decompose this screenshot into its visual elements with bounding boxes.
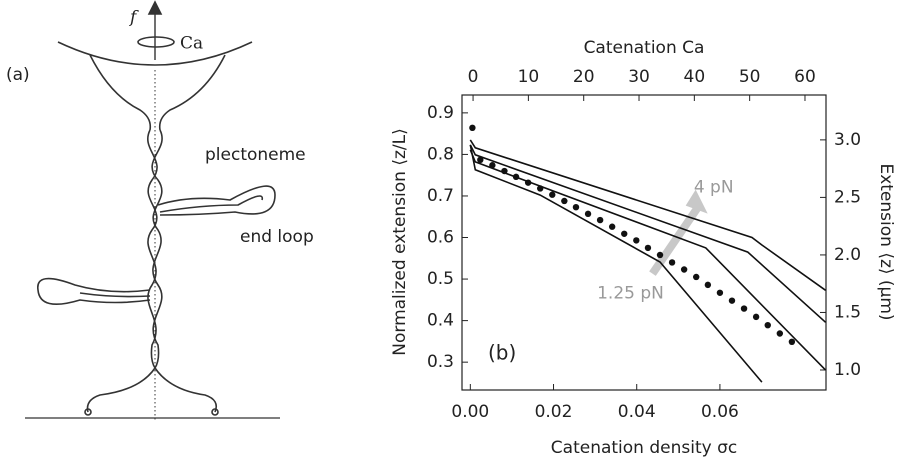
y2-axis-label: Extension ⟨z⟩ (μm) [876,163,896,320]
data-point [668,259,676,266]
annotation: 4 pN [694,178,734,198]
data-point [572,203,580,211]
x-axis-label: Catenation density σc [551,438,737,458]
annotation: end loop [240,227,314,247]
data-point [477,156,484,164]
data-line [469,144,827,323]
data-line [469,144,763,383]
y2-tick-label: 1.0 [834,360,861,380]
y2-tick-label: 3.0 [834,130,861,150]
panel-label: (b) [488,341,516,365]
arrow-head [685,189,708,214]
top-tick-label: 30 [628,67,650,87]
top-tick-label: 40 [684,67,706,87]
data-point [693,273,700,281]
data-point [584,210,592,218]
data-point [633,237,640,244]
data-point [489,162,496,169]
data-point [537,185,544,192]
data-point [469,124,476,132]
data-point [524,179,532,186]
y2-tick-label: 1.5 [834,302,861,322]
y-tick-label: 0.5 [427,269,454,289]
data-point [608,223,616,230]
data-point [512,173,520,181]
plot-frame [461,94,827,391]
y-tick-label: 0.7 [427,186,454,206]
top-tick-label: 10 [518,67,540,87]
data-point [704,281,712,289]
force-label: f [128,8,139,28]
y-tick-label: 0.4 [427,311,454,331]
x-tick-label: 0.02 [535,402,573,422]
top-tick-label: 60 [794,67,816,87]
y2-tick-label: 2.5 [834,187,861,207]
rotation-label: Ca [180,34,203,54]
panel-label: (a) [6,65,30,85]
data-point [656,251,664,259]
top-tick-label: 20 [573,67,595,87]
data-point [621,230,628,237]
data-point [501,167,508,175]
data-line [469,149,827,371]
y2-tick-label: 2.0 [834,245,861,265]
y-axis-label: Normalized extension ⟨z/L⟩ [390,128,410,355]
x-tick-label: 0.06 [701,402,739,422]
data-point [680,266,688,273]
top-tick-label: 0 [468,67,479,87]
data-point [788,338,796,346]
data-point [776,330,784,337]
top-tick-label: 50 [739,67,761,87]
data-point [740,305,748,312]
x-tick-label: 0.04 [618,402,656,422]
annotation: 1.25 pN [597,284,664,304]
y-tick-label: 0.9 [427,103,454,123]
data-point [596,216,604,224]
data-point [752,313,760,321]
y-tick-label: 0.8 [427,144,454,164]
data-point [561,197,568,205]
data-point [644,244,652,252]
top-axis-label: Catenation Ca [584,38,705,58]
annotation: plectoneme [205,145,306,165]
data-point [764,321,771,329]
schematic [25,0,280,420]
data-point [716,289,724,296]
data-point [728,297,736,304]
data-point [549,191,556,198]
data-line [469,139,827,291]
y-tick-label: 0.6 [427,228,454,248]
y-tick-label: 0.3 [427,352,454,372]
x-tick-label: 0.00 [451,402,489,422]
